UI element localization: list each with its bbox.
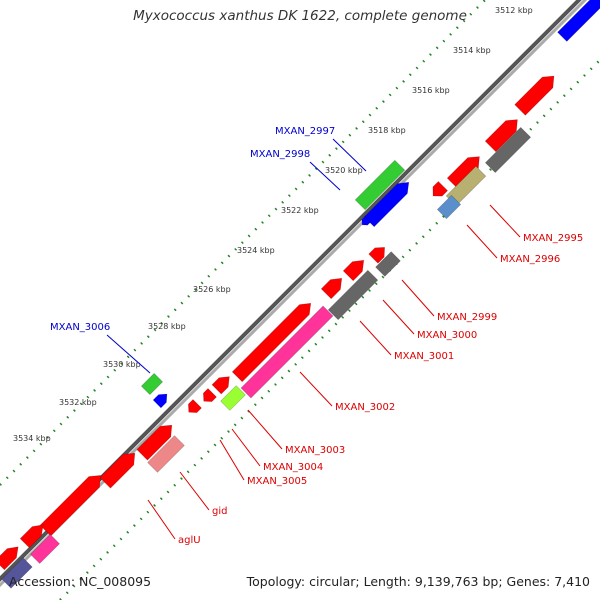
gene-label: MXAN_2996 bbox=[500, 254, 560, 265]
label-leader-line bbox=[147, 499, 176, 540]
genome-summary-text: Topology: circular; Length: 9,139,763 bp… bbox=[246, 574, 590, 589]
gene-block-salmon bbox=[147, 435, 185, 473]
gene-block-pink bbox=[240, 305, 334, 399]
gene-arrow bbox=[368, 247, 385, 264]
gene-arrow bbox=[99, 452, 136, 489]
gene-block-green-small bbox=[140, 372, 164, 396]
scale-tick-label: 3514 kbp bbox=[453, 46, 491, 55]
gene-arrow-blue-small bbox=[361, 215, 372, 226]
gene-label: MXAN_3002 bbox=[335, 402, 395, 413]
scale-tick-label: 3530 kbp bbox=[103, 360, 141, 369]
scale-tick-label: 3532 kbp bbox=[59, 398, 97, 407]
gene-label: MXAN_2999 bbox=[437, 312, 497, 323]
gene-arrow bbox=[19, 524, 44, 549]
label-leader-line bbox=[299, 371, 333, 407]
gene-label: aglU bbox=[178, 535, 201, 546]
map-title: Myxococcus xanthus DK 1622, complete gen… bbox=[133, 8, 467, 24]
gene-arrow bbox=[211, 376, 230, 395]
label-leader-line bbox=[359, 320, 392, 356]
gene-arrow bbox=[484, 119, 518, 153]
gene-block-grey bbox=[375, 251, 401, 277]
scale-tick-label: 3524 kbp bbox=[237, 246, 275, 255]
gene-block-grey bbox=[327, 269, 379, 321]
gene-label: MXAN_2997 bbox=[275, 126, 335, 137]
label-leader-line bbox=[219, 439, 245, 481]
gene-label: MXAN_3004 bbox=[263, 462, 323, 473]
scale-tick-label: 3528 kbp bbox=[148, 322, 186, 331]
label-leader-line bbox=[401, 279, 435, 317]
scale-tick-label: 3534 kbp bbox=[13, 434, 51, 443]
outer-tick-ring bbox=[0, 0, 487, 486]
gene-block-lime bbox=[220, 385, 246, 411]
gene-arrow bbox=[203, 388, 217, 402]
gene-arrow bbox=[231, 302, 312, 383]
gene-arrow bbox=[188, 399, 202, 413]
gene-label: gid bbox=[212, 506, 227, 517]
gene-label: MXAN_3003 bbox=[285, 445, 345, 456]
label-leader-line bbox=[106, 334, 151, 374]
gene-label: MXAN_3006 bbox=[50, 322, 110, 333]
gene-block-navy bbox=[1, 557, 33, 589]
gene-arrow bbox=[342, 259, 365, 282]
label-leader-line bbox=[179, 471, 210, 511]
label-leader-line bbox=[332, 138, 367, 172]
gene-arrow bbox=[0, 546, 19, 571]
scale-tick-label: 3516 kbp bbox=[412, 86, 450, 95]
scale-tick-label: 3526 kbp bbox=[193, 285, 231, 294]
label-leader-line bbox=[309, 161, 341, 191]
scale-tick-label: 3522 kbp bbox=[281, 206, 319, 215]
gene-block-green bbox=[354, 159, 406, 211]
gene-arrow-blue-small bbox=[152, 393, 168, 409]
gene-block-blue-top bbox=[557, 0, 600, 42]
scale-tick-label: 3512 kbp bbox=[495, 6, 533, 15]
accession-text: Accession: NC_008095 bbox=[9, 574, 152, 589]
label-leader-line bbox=[382, 299, 415, 335]
gene-label: MXAN_2995 bbox=[523, 233, 583, 244]
gene-block-grey bbox=[484, 126, 532, 174]
scale-tick-label: 3520 kbp bbox=[325, 166, 363, 175]
label-leader-line bbox=[231, 428, 261, 467]
label-leader-line bbox=[489, 204, 521, 238]
gene-block-steel bbox=[436, 194, 462, 220]
gene-label: MXAN_2998 bbox=[250, 149, 310, 160]
gene-block-pink bbox=[30, 534, 60, 564]
gene-arrow bbox=[39, 475, 101, 537]
gene-label: MXAN_3005 bbox=[247, 476, 307, 487]
label-leader-line bbox=[247, 409, 283, 450]
gene-label: MXAN_3000 bbox=[417, 330, 477, 341]
gene-arrow bbox=[432, 181, 448, 197]
gene-arrow bbox=[136, 424, 173, 461]
scale-tick-label: 3518 kbp bbox=[368, 126, 406, 135]
gene-label: MXAN_3001 bbox=[394, 351, 454, 362]
label-leader-line bbox=[466, 224, 498, 259]
gene-arrow-blue bbox=[363, 181, 410, 228]
gene-arrow bbox=[320, 277, 343, 300]
gene-arrow bbox=[514, 75, 555, 116]
